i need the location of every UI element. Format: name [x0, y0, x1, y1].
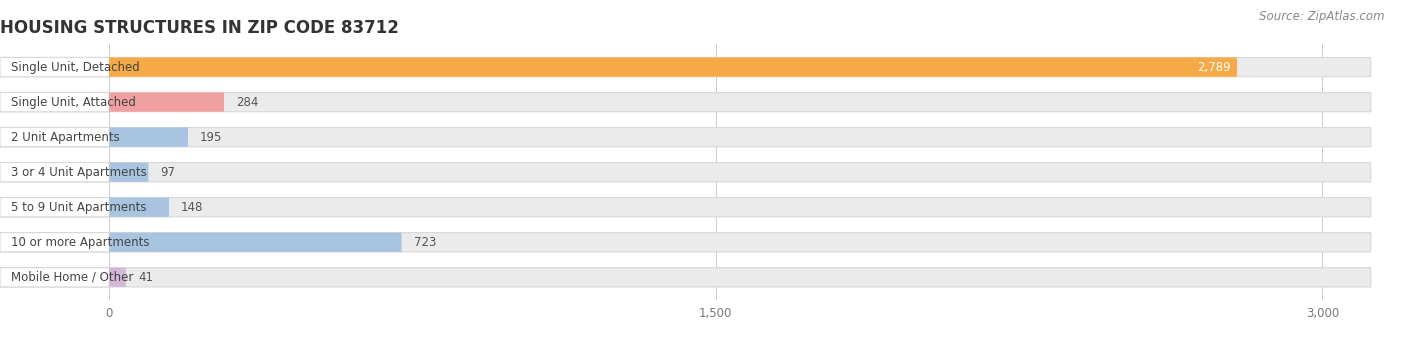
- FancyBboxPatch shape: [0, 197, 1371, 217]
- FancyBboxPatch shape: [110, 58, 1237, 77]
- FancyBboxPatch shape: [0, 92, 1371, 112]
- FancyBboxPatch shape: [0, 58, 1371, 77]
- FancyBboxPatch shape: [110, 128, 188, 147]
- Text: Single Unit, Detached: Single Unit, Detached: [11, 61, 141, 74]
- FancyBboxPatch shape: [0, 163, 110, 182]
- Text: 2,789: 2,789: [1198, 61, 1230, 74]
- FancyBboxPatch shape: [0, 163, 1371, 182]
- Text: 10 or more Apartments: 10 or more Apartments: [11, 236, 150, 249]
- FancyBboxPatch shape: [0, 58, 110, 77]
- Text: Source: ZipAtlas.com: Source: ZipAtlas.com: [1260, 10, 1385, 23]
- Text: 284: 284: [236, 95, 259, 109]
- Text: 5 to 9 Unit Apartments: 5 to 9 Unit Apartments: [11, 201, 146, 214]
- Text: 723: 723: [413, 236, 436, 249]
- FancyBboxPatch shape: [110, 268, 125, 287]
- Text: 195: 195: [200, 131, 222, 144]
- FancyBboxPatch shape: [0, 92, 110, 112]
- Text: 2 Unit Apartments: 2 Unit Apartments: [11, 131, 120, 144]
- Text: Mobile Home / Other: Mobile Home / Other: [11, 271, 134, 284]
- FancyBboxPatch shape: [110, 92, 224, 112]
- FancyBboxPatch shape: [0, 233, 110, 252]
- Text: Single Unit, Attached: Single Unit, Attached: [11, 95, 136, 109]
- FancyBboxPatch shape: [110, 163, 149, 182]
- Text: 148: 148: [181, 201, 204, 214]
- FancyBboxPatch shape: [0, 233, 1371, 252]
- Text: 41: 41: [138, 271, 153, 284]
- FancyBboxPatch shape: [0, 128, 110, 147]
- FancyBboxPatch shape: [0, 268, 110, 287]
- FancyBboxPatch shape: [110, 197, 169, 217]
- FancyBboxPatch shape: [110, 233, 402, 252]
- Text: 97: 97: [160, 166, 176, 179]
- Text: HOUSING STRUCTURES IN ZIP CODE 83712: HOUSING STRUCTURES IN ZIP CODE 83712: [0, 19, 399, 37]
- Text: 3 or 4 Unit Apartments: 3 or 4 Unit Apartments: [11, 166, 148, 179]
- FancyBboxPatch shape: [0, 197, 110, 217]
- FancyBboxPatch shape: [0, 128, 1371, 147]
- FancyBboxPatch shape: [0, 268, 1371, 287]
